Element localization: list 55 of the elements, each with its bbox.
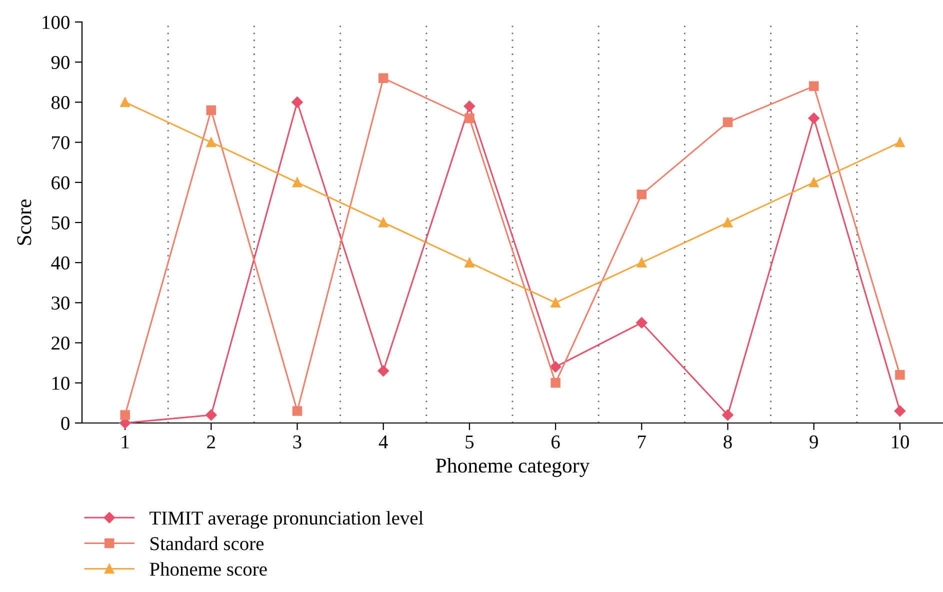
x-tick-label: 8	[724, 435, 732, 448]
y-tick-label: 10	[52, 376, 70, 390]
y-tick-label: 50	[52, 216, 70, 230]
point	[722, 409, 734, 421]
x-tick-label: 9	[810, 435, 818, 448]
legend-label: Standard score	[150, 536, 264, 550]
point	[292, 178, 302, 188]
point	[550, 361, 562, 372]
point	[464, 100, 476, 112]
point	[378, 365, 389, 376]
point	[378, 218, 388, 228]
point	[120, 410, 130, 420]
y-tick-label: 60	[52, 176, 70, 190]
point	[722, 218, 733, 228]
y-tick-label: 20	[52, 336, 70, 350]
x-tick-label: 1	[122, 435, 129, 448]
point	[292, 96, 303, 108]
x-tick-label: 10	[892, 435, 909, 448]
point	[206, 137, 216, 148]
point	[808, 81, 819, 92]
point	[895, 370, 905, 380]
y-tick-label: 0	[61, 416, 70, 430]
legend-label: TIMIT average pronunciation level	[150, 510, 424, 529]
point	[636, 317, 648, 328]
point	[464, 258, 474, 268]
point	[895, 137, 905, 148]
point	[206, 409, 217, 421]
legend-label: Phoneme score	[150, 562, 267, 576]
point	[464, 113, 474, 124]
point	[636, 258, 647, 268]
point	[120, 97, 130, 108]
y-tick-label: 30	[52, 296, 70, 310]
x-tick-label: 7	[638, 436, 646, 448]
x-tick-label: 5	[466, 436, 474, 448]
y-tick-label: 40	[51, 256, 70, 270]
point	[206, 105, 216, 116]
y-tick-label: 80	[51, 96, 70, 110]
point	[808, 178, 819, 188]
x-tick-label: 3	[293, 435, 302, 448]
point	[378, 73, 388, 83]
point	[636, 190, 647, 200]
point	[550, 298, 560, 308]
y-axis-title: Score	[17, 200, 32, 245]
point	[894, 405, 906, 417]
y-tick-label: 90	[51, 56, 70, 70]
x-tick-label: 6	[552, 435, 560, 448]
point	[722, 117, 733, 128]
point	[808, 112, 820, 124]
y-tick-label: 70	[52, 136, 70, 150]
x-tick-label: 4	[378, 436, 388, 448]
y-tick-label: 100	[42, 16, 70, 29]
x-axis-title: Phoneme category	[436, 458, 590, 477]
point	[550, 378, 560, 388]
x-tick-label: 2	[207, 435, 215, 448]
point	[292, 406, 302, 416]
